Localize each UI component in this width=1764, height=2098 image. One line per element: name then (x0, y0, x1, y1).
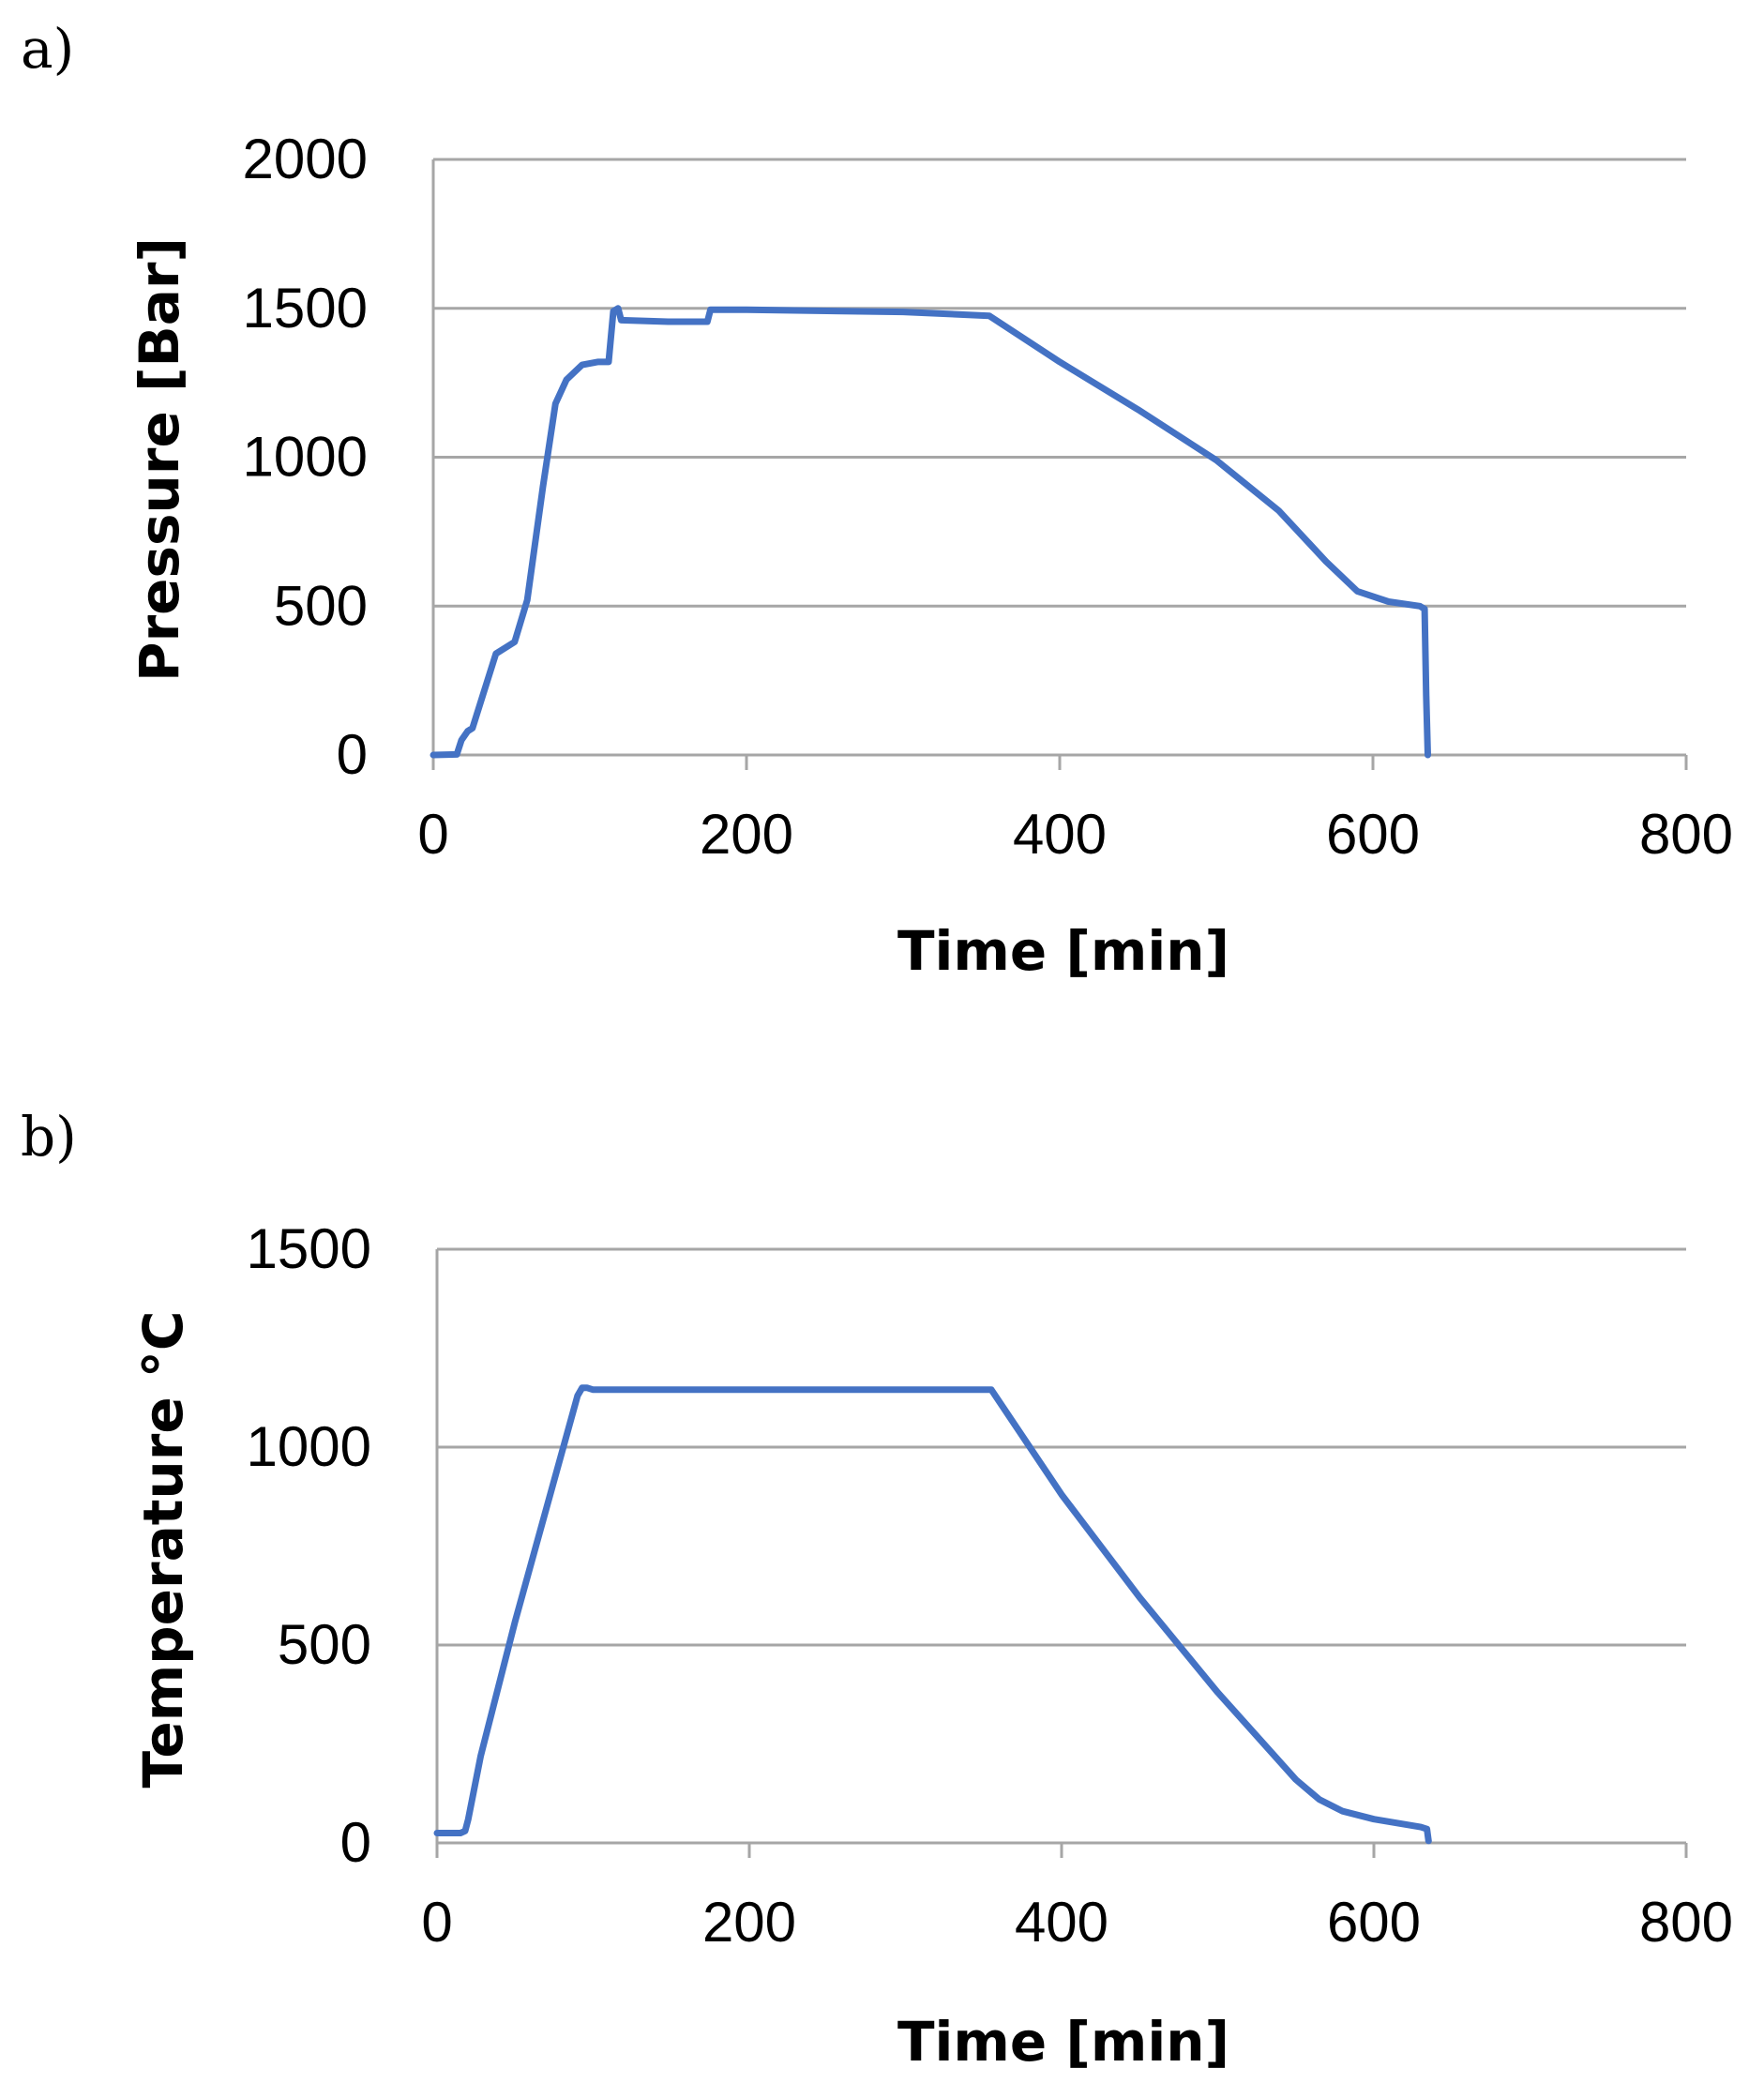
panel-b-x-tick-label: 0 (421, 1891, 452, 1954)
panel-a-x-tick-label: 600 (1326, 803, 1420, 866)
panel-b-x-tick-label: 600 (1327, 1891, 1421, 1954)
panel-a-pressure-line (430, 305, 1431, 759)
panel-b-y-tick-label: 1000 (247, 1415, 371, 1478)
panel-a-x-tick-label: 0 (417, 803, 448, 866)
panel-b-y-tick-label: 0 (340, 1811, 371, 1874)
panel-a-axes (431, 159, 1688, 770)
panel-a-x-axis-title: Time [min] (897, 919, 1229, 983)
panel-a-x-tick-labels: 0 200 400 600 800 (417, 803, 1733, 866)
panel-a-y-tick-label: 500 (274, 574, 368, 637)
panel-b-y-axis-title: Temperature °C (131, 1311, 195, 1789)
panel-a-label: a) (21, 17, 74, 81)
panel-b-x-tick-label: 200 (702, 1891, 796, 1954)
panel-b-label: b) (21, 1105, 77, 1169)
panel-a-pressure-chart: a) 0 500 1000 1500 2000 0 200 400 600 800 Time [… (21, 17, 1733, 983)
panel-b-temperature-line (433, 1384, 1432, 1845)
panel-a-y-tick-label: 0 (337, 723, 368, 786)
panel-b-y-tick-labels: 0 500 1000 1500 (247, 1217, 371, 1874)
panel-a-x-tick-label: 400 (1013, 803, 1107, 866)
panel-b-x-tick-label: 800 (1639, 1891, 1733, 1954)
panel-a-y-tick-labels: 0 500 1000 1500 2000 (243, 128, 368, 786)
panel-b-y-tick-label: 500 (278, 1613, 371, 1676)
panel-a-y-tick-label: 1500 (243, 277, 368, 340)
panel-b-temperature-chart: b) 0 500 1000 1500 0 200 400 600 800 Time [min]… (21, 1105, 1733, 2074)
panel-a-x-tick-label: 800 (1639, 803, 1733, 866)
panel-b-x-axis-title: Time [min] (897, 2010, 1229, 2074)
panel-a-y-tick-label: 2000 (243, 128, 368, 190)
panel-b-x-tick-labels: 0 200 400 600 800 (421, 1891, 1733, 1954)
panel-a-x-tick-label: 200 (700, 803, 793, 866)
panel-b-x-tick-label: 400 (1015, 1891, 1108, 1954)
panel-b-gridlines (437, 1247, 1686, 1647)
panel-b-axes (435, 1249, 1688, 1858)
panel-a-y-tick-label: 1000 (243, 426, 368, 489)
panel-b-y-tick-label: 1500 (247, 1217, 371, 1280)
panel-a-gridlines (433, 158, 1686, 608)
panel-a-y-axis-title: Pressure [Bar] (128, 237, 191, 682)
